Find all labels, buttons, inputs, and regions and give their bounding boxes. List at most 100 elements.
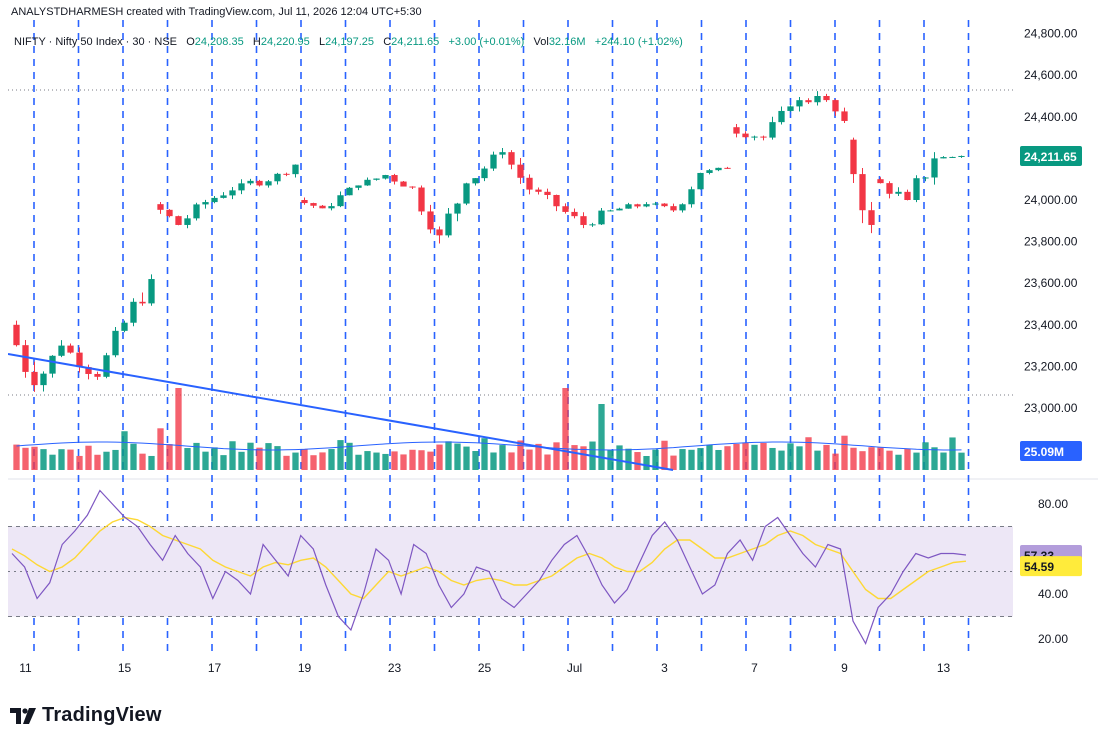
- volume-bar-97: [886, 450, 893, 470]
- volume-bar-90: [823, 444, 830, 470]
- candle-body-39: [364, 179, 371, 186]
- candle-body-58: [535, 189, 542, 192]
- volume-bar-102: [931, 447, 938, 470]
- volume-bar-95: [868, 447, 875, 470]
- candle-body-38: [355, 185, 362, 188]
- volume-bar-77: [706, 444, 713, 470]
- volume-bar-86: [787, 443, 794, 470]
- candle-body-93: [850, 139, 857, 175]
- rsi-pane: [8, 489, 1013, 645]
- volume-bar-88: [805, 437, 812, 470]
- symbol-name[interactable]: NIFTY · Nifty 50 Index · 30 · NSE: [14, 36, 178, 48]
- candle-body-2: [31, 371, 38, 386]
- candle-body-104: [949, 156, 956, 158]
- volume-bar-52: [481, 438, 488, 470]
- candle-body-69: [634, 204, 641, 207]
- candle-body-27: [256, 180, 263, 186]
- volume-bar-21: [202, 451, 209, 470]
- candle-body-30: [283, 173, 290, 175]
- candle-body-90: [823, 96, 830, 101]
- candle-body-42: [391, 175, 398, 182]
- volume-bar-2: [31, 446, 38, 470]
- candle-body-86: [787, 106, 794, 111]
- candle-body-47: [436, 229, 443, 236]
- volume-bar-29: [274, 446, 281, 470]
- candle-body-24: [229, 190, 236, 196]
- candle-body-6: [67, 345, 74, 353]
- volume-bar-11: [112, 449, 119, 470]
- candle-body-100: [913, 178, 920, 200]
- volume-bar-57: [526, 449, 533, 470]
- time-tick-label-10: 13: [937, 661, 951, 675]
- close-label: C: [383, 36, 392, 48]
- volume-bar-23: [220, 455, 227, 470]
- volume-bar-18: [175, 388, 182, 470]
- volume-bar-51: [472, 450, 479, 470]
- price-tick-label-4: 24,000.00: [1024, 193, 1078, 207]
- chart-frame: 24,800.0024,600.0024,400.0024,200.0024,0…: [8, 0, 1098, 745]
- current-price-badge-bg: [1020, 145, 1082, 166]
- close-value: 24,211.65: [391, 36, 440, 48]
- current-price-badge: 24,211.65: [1024, 150, 1077, 164]
- volume-bar-26: [247, 442, 254, 470]
- candle-body-92: [841, 111, 848, 121]
- volume-bar-69: [634, 452, 641, 470]
- candle-body-72: [661, 203, 668, 207]
- candle-body-53: [490, 154, 497, 169]
- time-tick-label-0: 11: [19, 661, 32, 675]
- candle-body-68: [625, 204, 632, 209]
- symbol-legend[interactable]: NIFTY · Nifty 50 Index · 30 · NSE O24,20…: [14, 36, 683, 48]
- candle-body-61: [562, 206, 569, 212]
- volume-bar-14: [139, 453, 146, 470]
- volume-bars: [13, 388, 965, 470]
- volume-bar-71: [652, 449, 659, 470]
- volume-bar-65: [598, 404, 605, 470]
- candle-body-73: [670, 206, 677, 211]
- tradingview-logo[interactable]: TradingView: [10, 704, 162, 727]
- volume-bar-75: [688, 449, 695, 470]
- candle-body-21: [202, 202, 209, 205]
- candle-body-41: [382, 175, 389, 179]
- candle-body-83: [760, 136, 767, 138]
- volume-bar-96: [877, 447, 884, 470]
- volume-bar-43: [400, 454, 407, 470]
- price-tick-label-0: 24,800.00: [1024, 27, 1078, 41]
- time-tick-label-7: 3: [661, 661, 668, 675]
- volume-value: 32.16M: [548, 36, 586, 48]
- volume-bar-30: [283, 455, 290, 470]
- volume-bar-99: [904, 448, 911, 470]
- volume-bar-81: [742, 442, 749, 470]
- candle-body-99: [904, 191, 911, 200]
- volume-bar-60: [553, 442, 560, 470]
- candle-body-25: [238, 183, 245, 191]
- volume-bar-53: [490, 452, 497, 470]
- chart-canvas[interactable]: 24,800.0024,600.0024,400.0024,200.0024,0…: [8, 0, 1098, 690]
- volume-ma-line: [16, 441, 962, 451]
- volume-bar-56: [517, 440, 524, 470]
- volume-bar-15: [148, 455, 155, 470]
- rsi-line: [11, 489, 967, 645]
- volume-bar-55: [508, 452, 515, 470]
- candle-body-88: [805, 100, 812, 103]
- rsi-tick-label-2: 20.00: [1038, 632, 1068, 646]
- candle-body-60: [553, 194, 560, 207]
- rsi-ma-badge: 54.59: [1024, 560, 1054, 574]
- candle-body-32: [301, 200, 308, 204]
- volume-bar-59: [544, 454, 551, 470]
- trendline-layer[interactable]: [8, 353, 674, 471]
- volume-bar-68: [625, 448, 632, 470]
- volume-bar-37: [346, 442, 353, 470]
- price-tick-label-7: 23,400.00: [1024, 318, 1078, 332]
- candle-body-91: [832, 100, 839, 112]
- candle-body-78: [715, 167, 722, 171]
- candle-body-76: [697, 172, 704, 190]
- candle-body-43: [400, 181, 407, 187]
- candle-body-17: [166, 209, 173, 217]
- candle-body-26: [247, 180, 254, 184]
- candle-body-70: [643, 204, 650, 207]
- volume-bar-79: [724, 446, 731, 470]
- candle-body-10: [103, 355, 110, 377]
- candle-body-94: [859, 174, 866, 211]
- volume-badge: 25.09M: [1024, 445, 1064, 459]
